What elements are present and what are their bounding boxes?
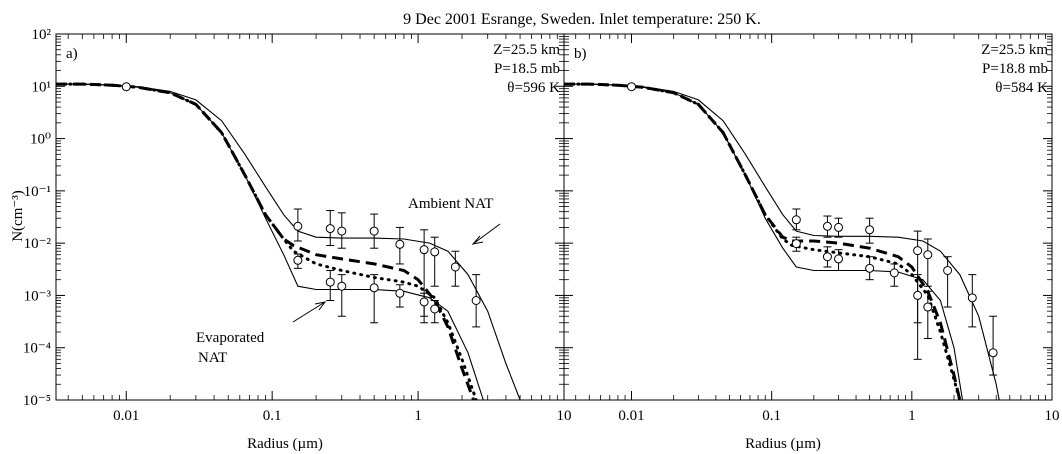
series-group: [564, 82, 1000, 400]
y-tick-label: 10⁻⁵: [23, 393, 51, 409]
observation-point: [450, 262, 460, 272]
series-line-solid-upper: [564, 83, 1000, 400]
series-line-dashed: [564, 82, 962, 400]
x-tick-label: 10: [1045, 408, 1060, 424]
observation-point: [923, 302, 933, 312]
observation-point: [889, 268, 899, 278]
arrowhead-ambient: [471, 235, 484, 245]
info-line: θ=596 K: [507, 80, 560, 96]
series-line-dashed: [56, 82, 476, 400]
observation-point: [121, 82, 131, 92]
y-tick-label: 10⁻⁴: [23, 341, 51, 357]
observation-point: [822, 252, 832, 262]
series-line-dotted: [564, 82, 962, 400]
series-line-solid-lower: [564, 83, 964, 400]
observation-point: [419, 245, 429, 255]
series-line-solid-lower: [56, 83, 484, 400]
series-line-dotted: [56, 82, 478, 400]
observation-point: [913, 290, 923, 300]
observation-point: [395, 288, 405, 298]
x-tick-label: 0.01: [113, 408, 139, 424]
observation-point: [834, 222, 844, 232]
y-axis-label: N(cm⁻³): [10, 190, 26, 242]
x-tick-label: 0.1: [762, 408, 781, 424]
info-line: Z=25.5 km: [493, 42, 560, 58]
info-line: θ=584 K: [995, 80, 1048, 96]
observation-point: [293, 255, 303, 265]
arrow-evaporated: [292, 301, 326, 323]
y-tick-label: 10²: [32, 27, 52, 43]
panel-label: a): [66, 46, 78, 62]
observation-point: [834, 254, 844, 264]
observation-point: [395, 239, 405, 249]
panel-label: b): [574, 46, 587, 62]
info-line: P=18.8 mb: [982, 61, 1048, 77]
figure-title: 9 Dec 2001 Esrange, Sweden. Inlet temper…: [403, 11, 761, 28]
annotation-nat: NAT: [198, 350, 227, 366]
observation-point: [791, 215, 801, 225]
observation-point: [325, 277, 335, 287]
observation-point: [337, 281, 347, 291]
observation-point: [943, 265, 953, 275]
series-group: [56, 82, 521, 400]
x-tick-label: 1: [908, 408, 916, 424]
observation-point: [913, 246, 923, 256]
x-axis-label: Radius (µm): [745, 436, 821, 452]
info-line: P=18.5 mb: [494, 61, 560, 77]
arrowhead-evaporated: [314, 301, 327, 311]
observation-point: [923, 250, 933, 260]
x-tick-label: 10: [557, 408, 572, 424]
annotation-ambient-nat: Ambient NAT: [408, 196, 493, 212]
panel-b: 0.01 0.1 1 10 Radius (µm) b) Z=25.5 km P=18.8 m…: [563, 33, 1060, 452]
y-tick-label: 10¹: [32, 79, 52, 95]
plot-frame: [55, 33, 565, 401]
y-tick-label: 10⁻²: [24, 236, 52, 252]
plot-frame: [563, 33, 1053, 401]
observation-point: [369, 283, 379, 293]
observation-point: [988, 348, 998, 358]
x-tick-label: 0.1: [263, 408, 282, 424]
info-line: Z=25.5 km: [981, 42, 1048, 58]
annotations: Ambient NAT Evaporated NAT: [196, 196, 501, 366]
observation-point: [791, 239, 801, 249]
observation-point: [337, 226, 347, 236]
observation-point: [865, 225, 875, 235]
y-tick-label: 10⁻¹: [24, 184, 51, 200]
arrow-ambient: [472, 223, 501, 245]
observation-point: [430, 304, 440, 314]
observation-point: [626, 82, 636, 92]
panel-a: 0.01 0.1 1 10 10⁻⁵ 10⁻⁴ 10⁻³ 10⁻² 10⁻¹ 10⁰ 10¹ 10² R…: [23, 27, 572, 452]
x-tick-label: 0.01: [618, 408, 644, 424]
observation-point: [293, 221, 303, 231]
observation-point: [967, 293, 977, 303]
observation-point: [865, 263, 875, 273]
annotation-evaporated: Evaporated: [196, 330, 265, 346]
observation-point: [419, 297, 429, 307]
x-tick-label: 1: [414, 408, 422, 424]
observation-point: [325, 224, 335, 234]
observation-point: [471, 295, 481, 305]
x-axis-label: Radius (µm): [247, 436, 323, 452]
observation-point: [369, 226, 379, 236]
observation-point: [822, 221, 832, 231]
observation-point: [430, 247, 440, 257]
y-tick-label: 10⁰: [30, 132, 51, 148]
y-tick-label: 10⁻³: [24, 288, 52, 304]
